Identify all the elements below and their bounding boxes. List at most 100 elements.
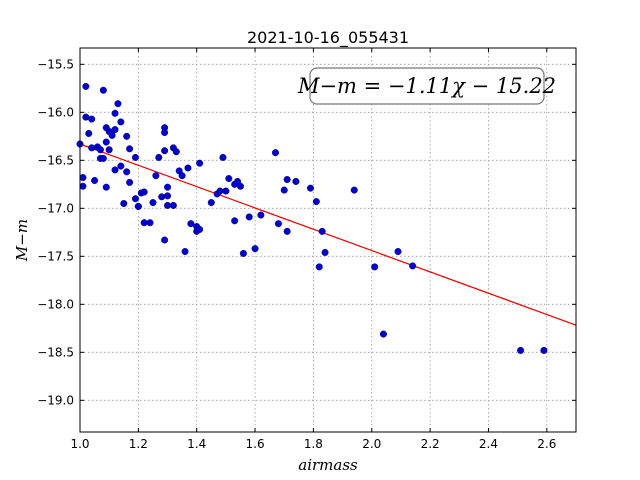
data-point	[149, 199, 157, 207]
x-tick-label: 1.8	[304, 437, 323, 451]
data-point	[251, 245, 259, 253]
data-point	[99, 86, 107, 94]
data-point	[187, 220, 195, 228]
y-axis-label: M−m	[13, 219, 31, 262]
data-point	[134, 202, 142, 210]
data-point	[394, 248, 402, 256]
data-point	[79, 174, 87, 182]
data-point	[222, 187, 230, 195]
data-point	[158, 193, 166, 201]
data-point	[123, 132, 131, 140]
data-point	[371, 263, 379, 271]
data-point	[105, 146, 113, 154]
data-point	[245, 213, 253, 221]
data-point	[219, 153, 227, 161]
data-point	[99, 154, 107, 162]
data-point	[196, 159, 204, 167]
data-point	[178, 172, 186, 180]
y-tick-label: −18.5	[37, 345, 74, 359]
data-point	[318, 227, 326, 235]
y-tick-label: −17.0	[37, 201, 74, 215]
data-point	[117, 118, 125, 126]
data-point	[102, 183, 110, 191]
data-point	[409, 262, 417, 270]
y-tick-label: −16.0	[37, 105, 74, 119]
data-point	[111, 166, 119, 174]
data-point	[169, 201, 177, 209]
data-point	[540, 346, 548, 354]
data-point	[321, 248, 329, 256]
fit-line	[79, 143, 577, 326]
annotation-box	[309, 67, 545, 105]
data-point	[131, 195, 139, 203]
fit-line-group	[79, 143, 577, 326]
data-point	[257, 211, 265, 219]
data-point	[181, 248, 189, 256]
data-point	[152, 172, 160, 180]
data-point	[88, 144, 96, 152]
data-point	[140, 188, 148, 196]
data-point	[350, 186, 358, 194]
data-point	[161, 236, 169, 244]
x-tick-label: 1.4	[187, 437, 206, 451]
data-point	[155, 153, 163, 161]
data-point	[172, 148, 180, 156]
y-tick-label: −16.5	[37, 153, 74, 167]
data-point	[82, 113, 90, 121]
data-point	[91, 176, 99, 184]
data-point	[184, 164, 192, 172]
data-point	[164, 192, 172, 200]
x-tick-label: 1.0	[70, 437, 89, 451]
data-point	[102, 138, 110, 146]
data-point	[161, 128, 169, 136]
x-tick-label: 2.2	[421, 437, 440, 451]
data-point	[108, 131, 116, 139]
y-tick-label: −19.0	[37, 393, 74, 407]
data-point	[88, 115, 96, 123]
data-point	[283, 176, 291, 184]
data-point	[123, 168, 131, 176]
x-tick-label: 1.2	[129, 437, 148, 451]
equation-annotation: M−m = −1.11χ − 15.22	[297, 67, 556, 105]
plot-frame	[79, 47, 577, 433]
data-point	[315, 263, 323, 271]
data-point	[146, 219, 154, 227]
data-point	[271, 149, 279, 157]
data-point	[283, 227, 291, 235]
data-points	[76, 82, 548, 354]
data-point	[312, 198, 320, 206]
y-tick-label: −15.5	[37, 57, 74, 71]
data-point	[216, 187, 224, 195]
data-point	[379, 330, 387, 338]
data-point	[96, 146, 104, 154]
data-point	[140, 219, 148, 227]
data-point	[161, 147, 169, 155]
data-point	[225, 175, 233, 183]
data-point	[239, 249, 247, 257]
data-point	[120, 200, 128, 208]
data-point	[126, 145, 134, 153]
x-axis-label: airmass	[298, 456, 358, 474]
data-point	[111, 126, 119, 134]
x-tick-label: 2.4	[479, 437, 498, 451]
data-point	[280, 186, 288, 194]
data-point	[231, 217, 239, 225]
data-point	[111, 109, 119, 117]
data-point	[85, 129, 93, 137]
data-point	[114, 100, 122, 108]
data-point	[117, 162, 125, 170]
data-point	[207, 199, 215, 207]
data-point	[126, 178, 134, 186]
grid-lines	[79, 48, 576, 432]
x-tick-label: 2.6	[537, 437, 556, 451]
data-point	[164, 201, 172, 209]
data-point	[236, 182, 244, 190]
x-tick-label: 2.0	[362, 437, 381, 451]
data-point	[196, 225, 204, 233]
data-point	[164, 183, 172, 191]
chart-title: 2021-10-16_055431	[247, 28, 409, 48]
data-point	[79, 182, 87, 190]
data-point	[82, 82, 90, 90]
data-point	[292, 177, 300, 185]
